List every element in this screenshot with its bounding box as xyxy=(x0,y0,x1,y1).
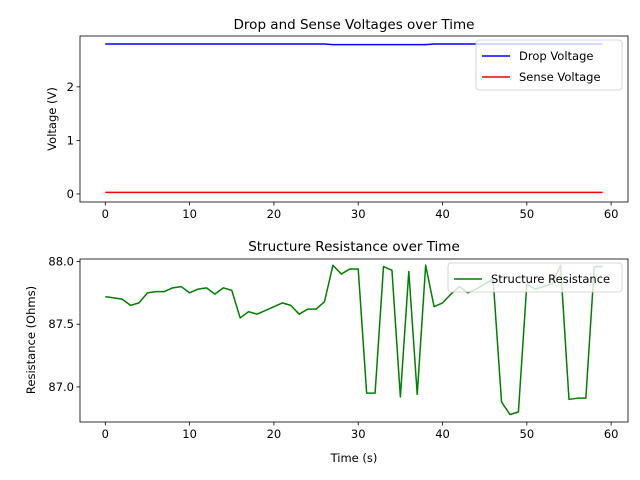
x-tick-label: 20 xyxy=(267,207,282,221)
legend-label: Structure Resistance xyxy=(491,272,610,286)
x-tick-label: 10 xyxy=(182,427,197,441)
plot-area xyxy=(105,264,603,416)
y-tick-label: 87.0 xyxy=(48,380,74,394)
x-tick-label: 60 xyxy=(604,427,619,441)
x-tick-label: 30 xyxy=(351,207,366,221)
axis-ticks: 0 10 20 30 40 50 60 0 1 2 xyxy=(67,35,629,221)
chart-title: Structure Resistance over Time xyxy=(248,239,460,255)
x-tick-label: 20 xyxy=(267,427,282,441)
x-axis-label: Time (s) xyxy=(330,451,378,465)
y-tick-label: 87.5 xyxy=(48,317,74,331)
legend: Drop Voltage Sense Voltage xyxy=(475,39,623,91)
y-tick-label: 1 xyxy=(67,133,74,147)
y-axis-label: Resistance (Ohms) xyxy=(24,286,38,394)
x-tick-label: 40 xyxy=(435,207,450,221)
x-tick-label: 0 xyxy=(102,427,109,441)
voltage-subplot: Drop and Sense Voltages over Time Voltag… xyxy=(45,17,629,221)
chart-title: Drop and Sense Voltages over Time xyxy=(234,17,475,33)
x-tick-label: 30 xyxy=(351,427,366,441)
x-tick-label: 50 xyxy=(520,207,535,221)
x-tick-label: 50 xyxy=(520,427,535,441)
axes-frame xyxy=(79,35,629,203)
x-tick-label: 60 xyxy=(604,207,619,221)
x-tick-label: 10 xyxy=(182,207,197,221)
y-tick-label: 2 xyxy=(67,80,74,94)
legend-label: Drop Voltage xyxy=(519,49,593,63)
y-tick-label: 0 xyxy=(67,187,74,201)
y-axis-label: Voltage (V) xyxy=(45,87,59,151)
legend: Structure Resistance xyxy=(447,262,623,293)
resistance-subplot: Structure Resistance over Time Resistanc… xyxy=(24,239,629,465)
x-tick-label: 0 xyxy=(102,207,109,221)
x-tick-label: 40 xyxy=(435,427,450,441)
axes-frame xyxy=(79,258,629,423)
legend-box xyxy=(475,39,623,91)
axis-ticks: 0 10 20 30 40 50 60 87.0 87.5 88.0 xyxy=(48,255,629,441)
series-line-structure-resistance xyxy=(105,264,603,416)
y-tick-label: 88.0 xyxy=(48,255,74,269)
legend-box xyxy=(447,262,623,293)
legend-label: Sense Voltage xyxy=(519,70,601,84)
